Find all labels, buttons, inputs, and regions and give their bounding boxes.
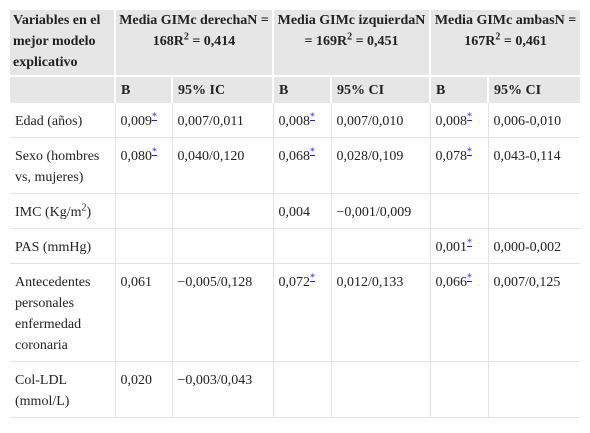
- cell: 0,012/0,133: [330, 263, 431, 362]
- table-row: IMC (Kg/m2) 0,004 −0,001/0,009: [10, 193, 581, 229]
- footnote-link[interactable]: *: [467, 237, 473, 249]
- footnote-link[interactable]: *: [467, 272, 473, 284]
- blank-header: [10, 76, 115, 103]
- cell: 0,072*: [272, 263, 332, 362]
- text-part: Media GIMc izquierdaN = 169R: [277, 13, 426, 49]
- cell: −0,005/0,128: [171, 263, 274, 362]
- text-part: Media GIMc ambasN = 167R: [434, 13, 577, 49]
- cell: 0,078*: [429, 137, 489, 194]
- cell: −0,001/0,009: [330, 193, 431, 229]
- cell: 0,007/0,011: [171, 103, 274, 138]
- cell: 0,001*: [429, 228, 489, 264]
- cell: 0,007/0,125: [487, 263, 581, 362]
- row-label: Antecedentes personales enfermedad coron…: [10, 263, 115, 362]
- text-part: = 0,461: [500, 34, 547, 49]
- cell: 0,000-0,002: [487, 228, 581, 264]
- empty-cell: [114, 228, 172, 264]
- superscript: 2: [495, 31, 501, 43]
- text-part: Media GIMc derechaN = 168R: [119, 13, 269, 49]
- group-header: Media GIMc ambasN = 167R2 = 0,461: [429, 10, 581, 77]
- empty-cell: [114, 193, 172, 229]
- subheader: 95% IC: [170, 76, 274, 103]
- cell-value: 0,068: [278, 149, 311, 164]
- superscript: 2: [81, 202, 87, 214]
- row-label: IMC (Kg/m2): [10, 193, 115, 229]
- subheader: B: [272, 76, 332, 103]
- row-label: Edad (años): [10, 103, 115, 138]
- footnote-link[interactable]: *: [467, 146, 473, 158]
- table-row: PAS (mmHg) 0,001* 0,000-0,002: [10, 228, 581, 264]
- empty-cell: [487, 193, 581, 229]
- footnote-link[interactable]: *: [152, 146, 157, 158]
- table-row: Sexo (hombres vs, mujeres) 0,080* 0,040/0,…: [10, 137, 581, 194]
- subheader: B: [114, 76, 172, 103]
- table-header: Variables en el mejor modelo explicativo…: [10, 10, 581, 103]
- table-row: Edad (años) 0,009* 0,007/0,011 0,008* 0,007/…: [10, 103, 581, 138]
- subheader: 95% CI: [487, 76, 581, 103]
- subheader: B: [429, 76, 489, 103]
- cell-value: 0,008: [435, 114, 468, 129]
- footnote-link[interactable]: *: [310, 111, 316, 123]
- cell: 0,068*: [272, 137, 332, 194]
- row-label: Col-LDL (mmol/L): [10, 361, 115, 418]
- cell-value: 0,008: [278, 114, 311, 129]
- empty-cell: [272, 228, 332, 264]
- text-part: = 0,414: [188, 34, 236, 49]
- subheader: 95% CI: [330, 76, 431, 103]
- empty-cell: [429, 193, 489, 229]
- cell-value: 0,072: [278, 275, 311, 290]
- cell: 0,080*: [114, 137, 172, 194]
- cell: −0,003/0,043: [171, 361, 274, 418]
- cell: 0,040/0,120: [171, 137, 274, 194]
- superscript: 2: [183, 31, 189, 43]
- cell-value: 0,009: [120, 114, 153, 129]
- group-header: Media GIMc derechaN = 168R2 = 0,414: [113, 10, 274, 77]
- group-header: Media GIMc izquierdaN = 169R2 = 0,451: [272, 10, 431, 77]
- text-part: ): [86, 205, 92, 220]
- table-body: Edad (años) 0,009* 0,007/0,011 0,008* 0,007/…: [10, 103, 581, 418]
- cell-value: 0,080: [120, 149, 153, 164]
- header-row: Variables en el mejor modelo explicativo…: [10, 10, 581, 77]
- empty-cell: [272, 361, 332, 418]
- table-row: Antecedentes personales enfermedad coron…: [10, 263, 581, 362]
- text-part: = 0,451: [352, 34, 399, 49]
- footnote-link[interactable]: *: [310, 272, 316, 284]
- empty-cell: [330, 361, 431, 418]
- cell: 0,006-0,010: [487, 103, 581, 138]
- cell: 0,066*: [429, 263, 489, 362]
- row-label: Sexo (hombres vs, mujeres): [10, 137, 115, 194]
- text-part: IMC (Kg/m: [15, 205, 82, 220]
- empty-cell: [429, 361, 489, 418]
- cell-value: 0,001: [435, 240, 468, 255]
- footnote-link[interactable]: *: [467, 111, 473, 123]
- superscript: 2: [347, 31, 353, 43]
- empty-cell: [487, 361, 581, 418]
- cell: 0,009*: [114, 103, 172, 138]
- empty-cell: [171, 228, 274, 264]
- footnote-link[interactable]: *: [310, 146, 316, 158]
- cell: 0,008*: [429, 103, 489, 138]
- cell: 0,008*: [272, 103, 332, 138]
- footnote-link[interactable]: *: [152, 111, 157, 123]
- cell: 0,004: [272, 193, 332, 229]
- cell-value: 0,078: [435, 149, 468, 164]
- empty-cell: [330, 228, 431, 264]
- cell-value: 0,066: [435, 275, 468, 290]
- subheader-row: B 95% IC B 95% CI B 95% CI: [10, 76, 581, 103]
- cell: 0,020: [114, 361, 172, 418]
- row-label: PAS (mmHg): [10, 228, 115, 264]
- table-row: Col-LDL (mmol/L) 0,020 −0,003/0,043: [10, 361, 581, 418]
- empty-cell: [171, 193, 274, 229]
- cell: 0,007/0,010: [330, 103, 431, 138]
- corner-header: Variables en el mejor modelo explicativo: [10, 10, 115, 77]
- cell: 0,043-0,114: [487, 137, 581, 194]
- cell: 0,028/0,109: [330, 137, 431, 194]
- results-table: Variables en el mejor modelo explicativo…: [10, 10, 581, 418]
- cell: 0,061: [114, 263, 172, 362]
